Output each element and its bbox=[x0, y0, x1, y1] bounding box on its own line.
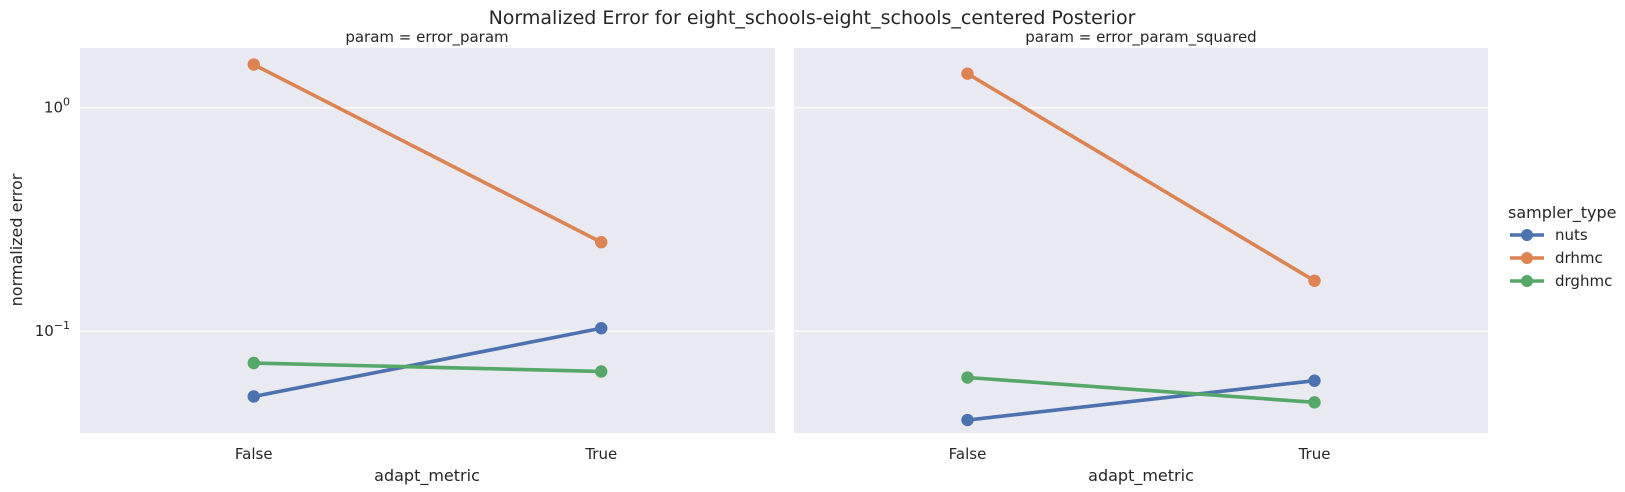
series-line-nuts bbox=[965, 378, 1317, 422]
y-tick-label: 10−1 bbox=[35, 319, 70, 340]
panel-1-x-axis-label: adapt_metric bbox=[374, 466, 480, 486]
y-tick-label: 100 bbox=[44, 96, 70, 117]
data-point-drhmc bbox=[595, 236, 608, 249]
legend-label-nuts: nuts bbox=[1555, 226, 1588, 244]
legend-label-drghmc: drghmc bbox=[1555, 272, 1612, 290]
data-point-nuts bbox=[1308, 374, 1321, 387]
legend: sampler_type nuts drhmc drghmc bbox=[1508, 203, 1617, 290]
data-point-drhmc bbox=[1308, 274, 1321, 287]
series-line-drhmc bbox=[965, 71, 1317, 283]
panel-2-title: param = error_param_squared bbox=[1025, 28, 1256, 47]
legend-title: sampler_type bbox=[1508, 203, 1617, 223]
panel-1-background bbox=[80, 48, 775, 433]
data-point-drghmc bbox=[961, 371, 974, 384]
series-line-drhmc bbox=[251, 62, 604, 245]
data-point-drghmc bbox=[247, 356, 260, 370]
panel-1-title: param = error_param bbox=[345, 28, 508, 47]
data-point-nuts bbox=[961, 413, 974, 427]
data-point-drhmc bbox=[961, 67, 974, 80]
legend-marker-drhmc bbox=[1521, 252, 1533, 264]
series-line-nuts bbox=[251, 326, 604, 399]
x-tick-label: True bbox=[1298, 445, 1331, 463]
data-point-drghmc bbox=[1308, 396, 1321, 409]
legend-marker-drghmc bbox=[1521, 275, 1533, 287]
panel-1: 100 10−1 False True bbox=[35, 48, 775, 463]
series-line-drghmc bbox=[251, 361, 604, 374]
legend-marker-nuts bbox=[1521, 229, 1533, 241]
x-tick-label: False bbox=[235, 445, 273, 463]
x-tick-label: True bbox=[584, 445, 617, 463]
data-point-drghmc bbox=[595, 365, 608, 378]
y-axis-label: normalized error bbox=[7, 173, 26, 306]
data-point-drhmc bbox=[247, 58, 260, 71]
series-line-drghmc bbox=[965, 375, 1317, 405]
panel-2: False True bbox=[794, 48, 1488, 463]
data-point-nuts bbox=[595, 322, 608, 335]
data-point-nuts bbox=[247, 390, 260, 403]
chart-title: Normalized Error for eight_schools-eight… bbox=[489, 7, 1136, 29]
panel-2-background bbox=[794, 48, 1488, 433]
panel-2-x-axis-label: adapt_metric bbox=[1088, 466, 1194, 486]
x-tick-label: False bbox=[949, 445, 987, 463]
legend-label-drhmc: drhmc bbox=[1555, 249, 1603, 267]
